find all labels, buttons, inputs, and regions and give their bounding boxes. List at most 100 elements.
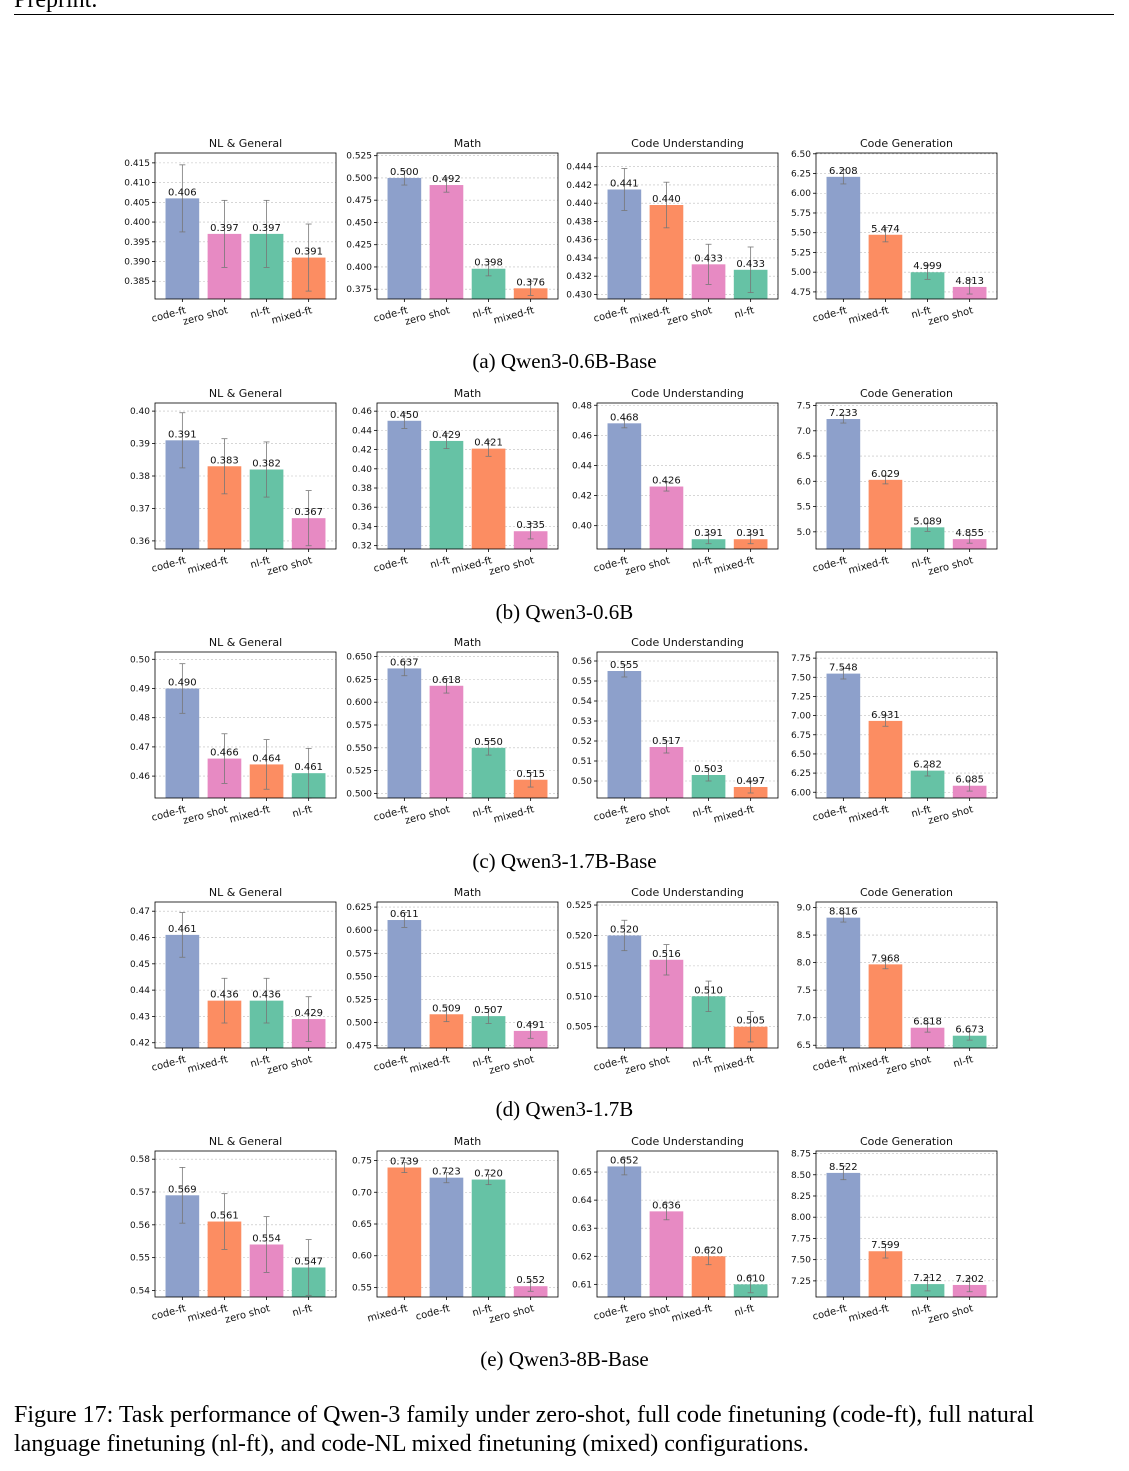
value-label: 0.505 <box>736 1016 765 1027</box>
y-tick-label: 0.430 <box>566 290 592 300</box>
y-tick-label: 7.25 <box>791 692 811 702</box>
value-label: 0.637 <box>390 657 419 668</box>
y-tick-label: 0.54 <box>572 697 592 707</box>
x-tick-label: nl-ft <box>910 305 932 321</box>
value-label: 0.397 <box>252 223 281 234</box>
chart-svg: Code Generation 5.0 5.5 6.0 6.5 7.0 7.5 7.233 co… <box>797 387 998 578</box>
x-tick-label: mixed-ft <box>450 555 493 576</box>
value-label: 0.436 <box>252 990 281 1001</box>
value-label: 0.618 <box>432 675 461 686</box>
value-label: 0.391 <box>694 528 723 539</box>
y-tick-label: 0.64 <box>572 1196 592 1206</box>
x-tick-label: zero shot <box>182 305 230 328</box>
y-tick-label: 7.5 <box>797 986 811 996</box>
y-tick-label: 0.436 <box>566 236 592 246</box>
x-tick-label: code-ft <box>150 1054 187 1074</box>
bar-chart: Code Understanding 0.50 0.51 0.52 0.53 0.54 0.… <box>539 630 784 844</box>
y-tick-label: 0.390 <box>124 258 150 268</box>
value-label: 0.441 <box>610 179 639 190</box>
x-tick-label: nl-ft <box>291 1303 313 1319</box>
value-label: 0.391 <box>736 528 765 539</box>
chart-svg: Code Generation 6.5 7.0 7.5 8.0 8.5 9.0 8.816 co… <box>797 886 998 1077</box>
x-tick-label: nl-ft <box>691 1054 713 1070</box>
y-tick-label: 0.434 <box>566 254 592 264</box>
y-tick-label: 0.395 <box>124 238 150 248</box>
y-tick-label: 0.60 <box>352 1252 372 1262</box>
value-label: 0.552 <box>516 1275 545 1286</box>
chart-svg: Math 0.500 0.525 0.550 0.575 0.600 0.625 0.650 0… <box>346 636 559 827</box>
bar-mixed-ft <box>868 234 903 299</box>
bar-mixed-ft <box>868 964 903 1048</box>
plot-frame <box>376 152 559 300</box>
y-tick-label: 0.600 <box>346 926 372 936</box>
x-tick-label: nl-ft <box>471 1303 493 1319</box>
y-tick-label: 0.50 <box>572 777 592 787</box>
y-tick-label: 0.505 <box>566 1023 592 1033</box>
x-tick-label: code-ft <box>811 1303 848 1323</box>
bar-mixed-ft <box>513 779 548 798</box>
chart-title: Math <box>454 137 482 150</box>
value-label: 0.426 <box>652 476 681 487</box>
bar-code-ft <box>429 1177 464 1297</box>
y-tick-label: 0.405 <box>124 198 150 208</box>
header-rule <box>14 14 1114 15</box>
x-tick-label: mixed-ft <box>228 804 271 825</box>
y-tick-label: 5.0 <box>797 528 812 538</box>
y-tick-label: 0.61 <box>572 1280 592 1290</box>
x-tick-label: zero shot <box>488 555 536 578</box>
y-tick-label: 0.65 <box>352 1220 372 1230</box>
y-tick-label: 0.42 <box>352 446 372 456</box>
x-tick-label: nl-ft <box>249 555 271 571</box>
y-tick-label: 9.0 <box>797 904 812 914</box>
x-tick-label: code-ft <box>592 1054 629 1074</box>
bar-code-ft <box>607 1166 642 1297</box>
subfigure-label-e: (e) Qwen3-8B-Base <box>480 1347 649 1371</box>
value-label: 5.089 <box>913 516 942 527</box>
plot-frame <box>815 651 998 799</box>
value-label: 0.367 <box>294 507 323 518</box>
x-tick-label: nl-ft <box>910 804 932 820</box>
bar-chart: NL & General 0.42 0.43 0.44 0.45 0.46 0.47 0.46… <box>97 880 342 1094</box>
x-tick-label: zero shot <box>266 1054 314 1077</box>
y-tick-label: 0.37 <box>130 504 150 514</box>
bar-code-ft <box>387 920 422 1048</box>
y-tick-label: 7.50 <box>791 673 811 683</box>
y-tick-label: 0.525 <box>566 901 592 911</box>
y-tick-label: 0.525 <box>346 767 372 777</box>
y-tick-label: 0.45 <box>130 960 150 970</box>
bar-chart: Code Understanding 0.40 0.42 0.44 0.46 0.48 0.… <box>539 381 784 595</box>
x-tick-label: mixed-ft <box>670 1303 713 1324</box>
value-label: 6.282 <box>913 760 942 771</box>
bar-zero-shot <box>649 1211 684 1297</box>
y-tick-label: 0.47 <box>130 743 150 753</box>
bar-chart: Math 0.55 0.60 0.65 0.70 0.75 0.739 mixed-ft 0.7… <box>319 1129 564 1343</box>
bar-zero-shot <box>649 747 684 798</box>
value-label: 0.554 <box>252 1234 281 1245</box>
y-tick-label: 0.432 <box>566 272 592 282</box>
y-tick-label: 0.58 <box>130 1155 150 1165</box>
chart-title: Code Understanding <box>631 886 744 899</box>
x-tick-label: code-ft <box>150 305 187 325</box>
value-label: 8.816 <box>829 907 858 918</box>
value-label: 0.507 <box>474 1005 503 1016</box>
plot-frame <box>596 901 779 1049</box>
value-label: 0.382 <box>252 459 281 470</box>
value-label: 0.652 <box>610 1155 639 1166</box>
chart-svg: NL & General 0.54 0.55 0.56 0.57 0.58 0.569 cod… <box>130 1135 337 1326</box>
value-label: 0.497 <box>736 776 765 787</box>
value-label: 7.202 <box>955 1274 984 1285</box>
y-tick-label: 0.57 <box>130 1188 150 1198</box>
y-tick-label: 0.425 <box>346 241 372 251</box>
y-tick-label: 0.46 <box>572 431 592 441</box>
plot-frame <box>154 402 337 550</box>
y-tick-label: 7.25 <box>791 1277 811 1287</box>
bar-zero-shot <box>513 531 548 549</box>
x-tick-label: nl-ft <box>691 804 713 820</box>
value-label: 0.468 <box>610 412 639 423</box>
x-tick-label: code-ft <box>592 1303 629 1323</box>
page-header: Preprint. <box>14 0 98 13</box>
bar-chart: Code Understanding 0.505 0.510 0.515 0.520 0.… <box>539 880 784 1094</box>
y-tick-label: 0.575 <box>346 721 372 731</box>
y-tick-label: 0.575 <box>346 949 372 959</box>
x-tick-label: mixed-ft <box>492 804 535 825</box>
